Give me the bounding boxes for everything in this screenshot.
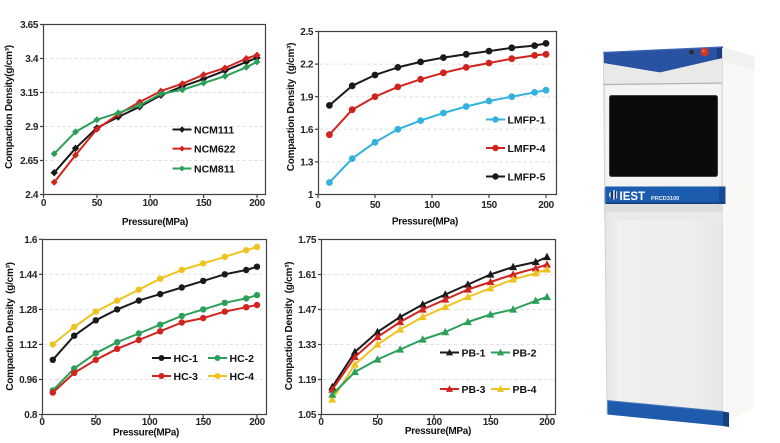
svg-text:200: 200 [249,417,265,428]
svg-text:1.61: 1.61 [298,270,317,281]
svg-text:150: 150 [483,417,499,428]
svg-text:1.44: 1.44 [19,270,38,281]
svg-text:3.65: 3.65 [20,20,39,31]
svg-text:2.9: 2.9 [25,122,39,133]
svg-text:200: 200 [538,200,554,211]
svg-text:50: 50 [91,417,102,428]
svg-text:Compaction Density (g/cm³): Compaction Density (g/cm³) [286,43,297,172]
svg-text:50: 50 [370,200,381,211]
svg-text:Pressure(MPa): Pressure(MPa) [392,217,458,228]
svg-text:150: 150 [195,417,211,428]
svg-text:PRCD3100: PRCD3100 [651,196,679,202]
svg-text:50: 50 [92,198,103,209]
svg-text:PB-4: PB-4 [513,384,537,396]
svg-text:Pressure(MPa): Pressure(MPa) [122,217,188,228]
svg-text:HC-2: HC-2 [230,353,255,365]
svg-text:0: 0 [41,198,47,209]
svg-text:1.28: 1.28 [19,305,38,316]
svg-text:PB-3: PB-3 [462,384,486,396]
svg-text:100: 100 [426,417,442,428]
svg-text:HC-1: HC-1 [174,353,199,365]
svg-text:2.4: 2.4 [25,190,39,201]
svg-text:Pressure(MPa): Pressure(MPa) [405,426,471,437]
svg-text:LMFP-4: LMFP-4 [508,143,546,155]
svg-text:LMFP-5: LMFP-5 [508,171,546,183]
svg-text:50: 50 [372,417,383,428]
svg-text:NCM811: NCM811 [194,163,235,175]
svg-text:1.05: 1.05 [298,410,317,421]
svg-text:3.4: 3.4 [25,54,39,65]
svg-text:1.6: 1.6 [24,235,38,246]
svg-text:200: 200 [539,417,555,428]
svg-text:2.5: 2.5 [300,27,314,38]
svg-text:0.8: 0.8 [24,410,38,421]
svg-text:100: 100 [424,200,440,211]
svg-text:2.65: 2.65 [20,156,39,167]
svg-text:1.19: 1.19 [298,375,317,386]
svg-text:1.3: 1.3 [300,158,314,169]
svg-text:1.33: 1.33 [298,340,317,351]
svg-text:100: 100 [142,198,158,209]
svg-text:LMFP-1: LMFP-1 [508,114,546,126]
svg-text:150: 150 [481,200,497,211]
svg-text:Compaction Density (g/cm³): Compaction Density (g/cm³) [284,262,295,391]
svg-text:Compaction Density (g/cm³): Compaction Density (g/cm³) [5,262,16,391]
svg-text:0: 0 [318,417,324,428]
svg-text:Pressure(MPa): Pressure(MPa) [113,428,179,439]
svg-text:3.15: 3.15 [20,88,39,99]
svg-text:1.9: 1.9 [300,92,314,103]
svg-text:2.2: 2.2 [300,60,314,71]
svg-text:NCM111: NCM111 [194,124,234,136]
svg-text:PB-2: PB-2 [513,347,537,359]
svg-text:1.75: 1.75 [298,235,317,246]
svg-text:0: 0 [315,200,321,211]
svg-text:100: 100 [142,417,158,428]
svg-text:150: 150 [196,198,212,209]
svg-text:1.6: 1.6 [300,125,314,136]
svg-text:1: 1 [308,190,314,201]
svg-text:NCM622: NCM622 [194,143,236,155]
svg-text:200: 200 [249,198,265,209]
svg-text:PB-1: PB-1 [462,347,486,359]
svg-text:0.96: 0.96 [19,375,38,386]
svg-text:1.47: 1.47 [298,305,317,316]
svg-text:HC-3: HC-3 [174,371,199,383]
svg-text:IEST: IEST [620,191,646,203]
svg-text:HC-4: HC-4 [230,371,255,383]
svg-text:1.12: 1.12 [19,340,38,351]
svg-text:0: 0 [39,417,45,428]
svg-text:Compaction Density(g/cm³): Compaction Density(g/cm³) [4,45,15,169]
